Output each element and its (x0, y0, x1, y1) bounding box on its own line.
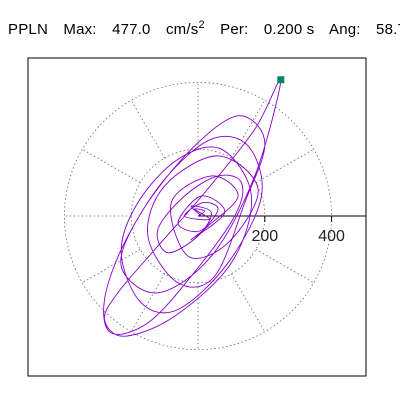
max-value: 477.0 (112, 21, 151, 38)
per-value: 0.200 s (263, 21, 315, 38)
motion-trace-0 (103, 78, 282, 337)
plot-header: PPLN Max: 477.0 cm/s2 Per: 0.200 s Ang: … (8, 19, 400, 38)
grid-spoke-210 (82, 249, 141, 284)
ang-value: 58.7 (376, 21, 400, 38)
max-markers (277, 76, 285, 84)
grid-spoke-300 (231, 273, 266, 332)
grid-spoke-150 (82, 148, 141, 183)
plot-frame (27, 57, 367, 377)
max-group: Max: 477.0 cm/s2 (63, 19, 205, 38)
station-code: PPLN (8, 21, 48, 38)
radial-tick-label-200: 200 (251, 228, 278, 245)
max-label: Max: (63, 21, 97, 38)
ang-group: Ang: 58.7 (329, 21, 400, 38)
per-label: Per: (220, 21, 249, 38)
max-unit-power: 2 (198, 19, 205, 31)
max-amplitude-marker (277, 76, 285, 84)
ang-label: Ang: (329, 21, 361, 38)
grid-spoke-240 (130, 273, 165, 332)
grid-spoke-30 (255, 148, 314, 183)
grid-spoke-330 (255, 249, 314, 284)
radial-tick-label-400: 400 (318, 228, 345, 245)
grid-spoke-60 (231, 100, 266, 159)
radial-tick-labels: 200 400 (251, 228, 345, 245)
polar-axes (198, 215, 366, 222)
max-unit: cm/s (165, 21, 199, 38)
grid-spoke-120 (130, 100, 165, 159)
motion-traces (103, 78, 282, 337)
per-group: Per: 0.200 s (220, 21, 314, 38)
